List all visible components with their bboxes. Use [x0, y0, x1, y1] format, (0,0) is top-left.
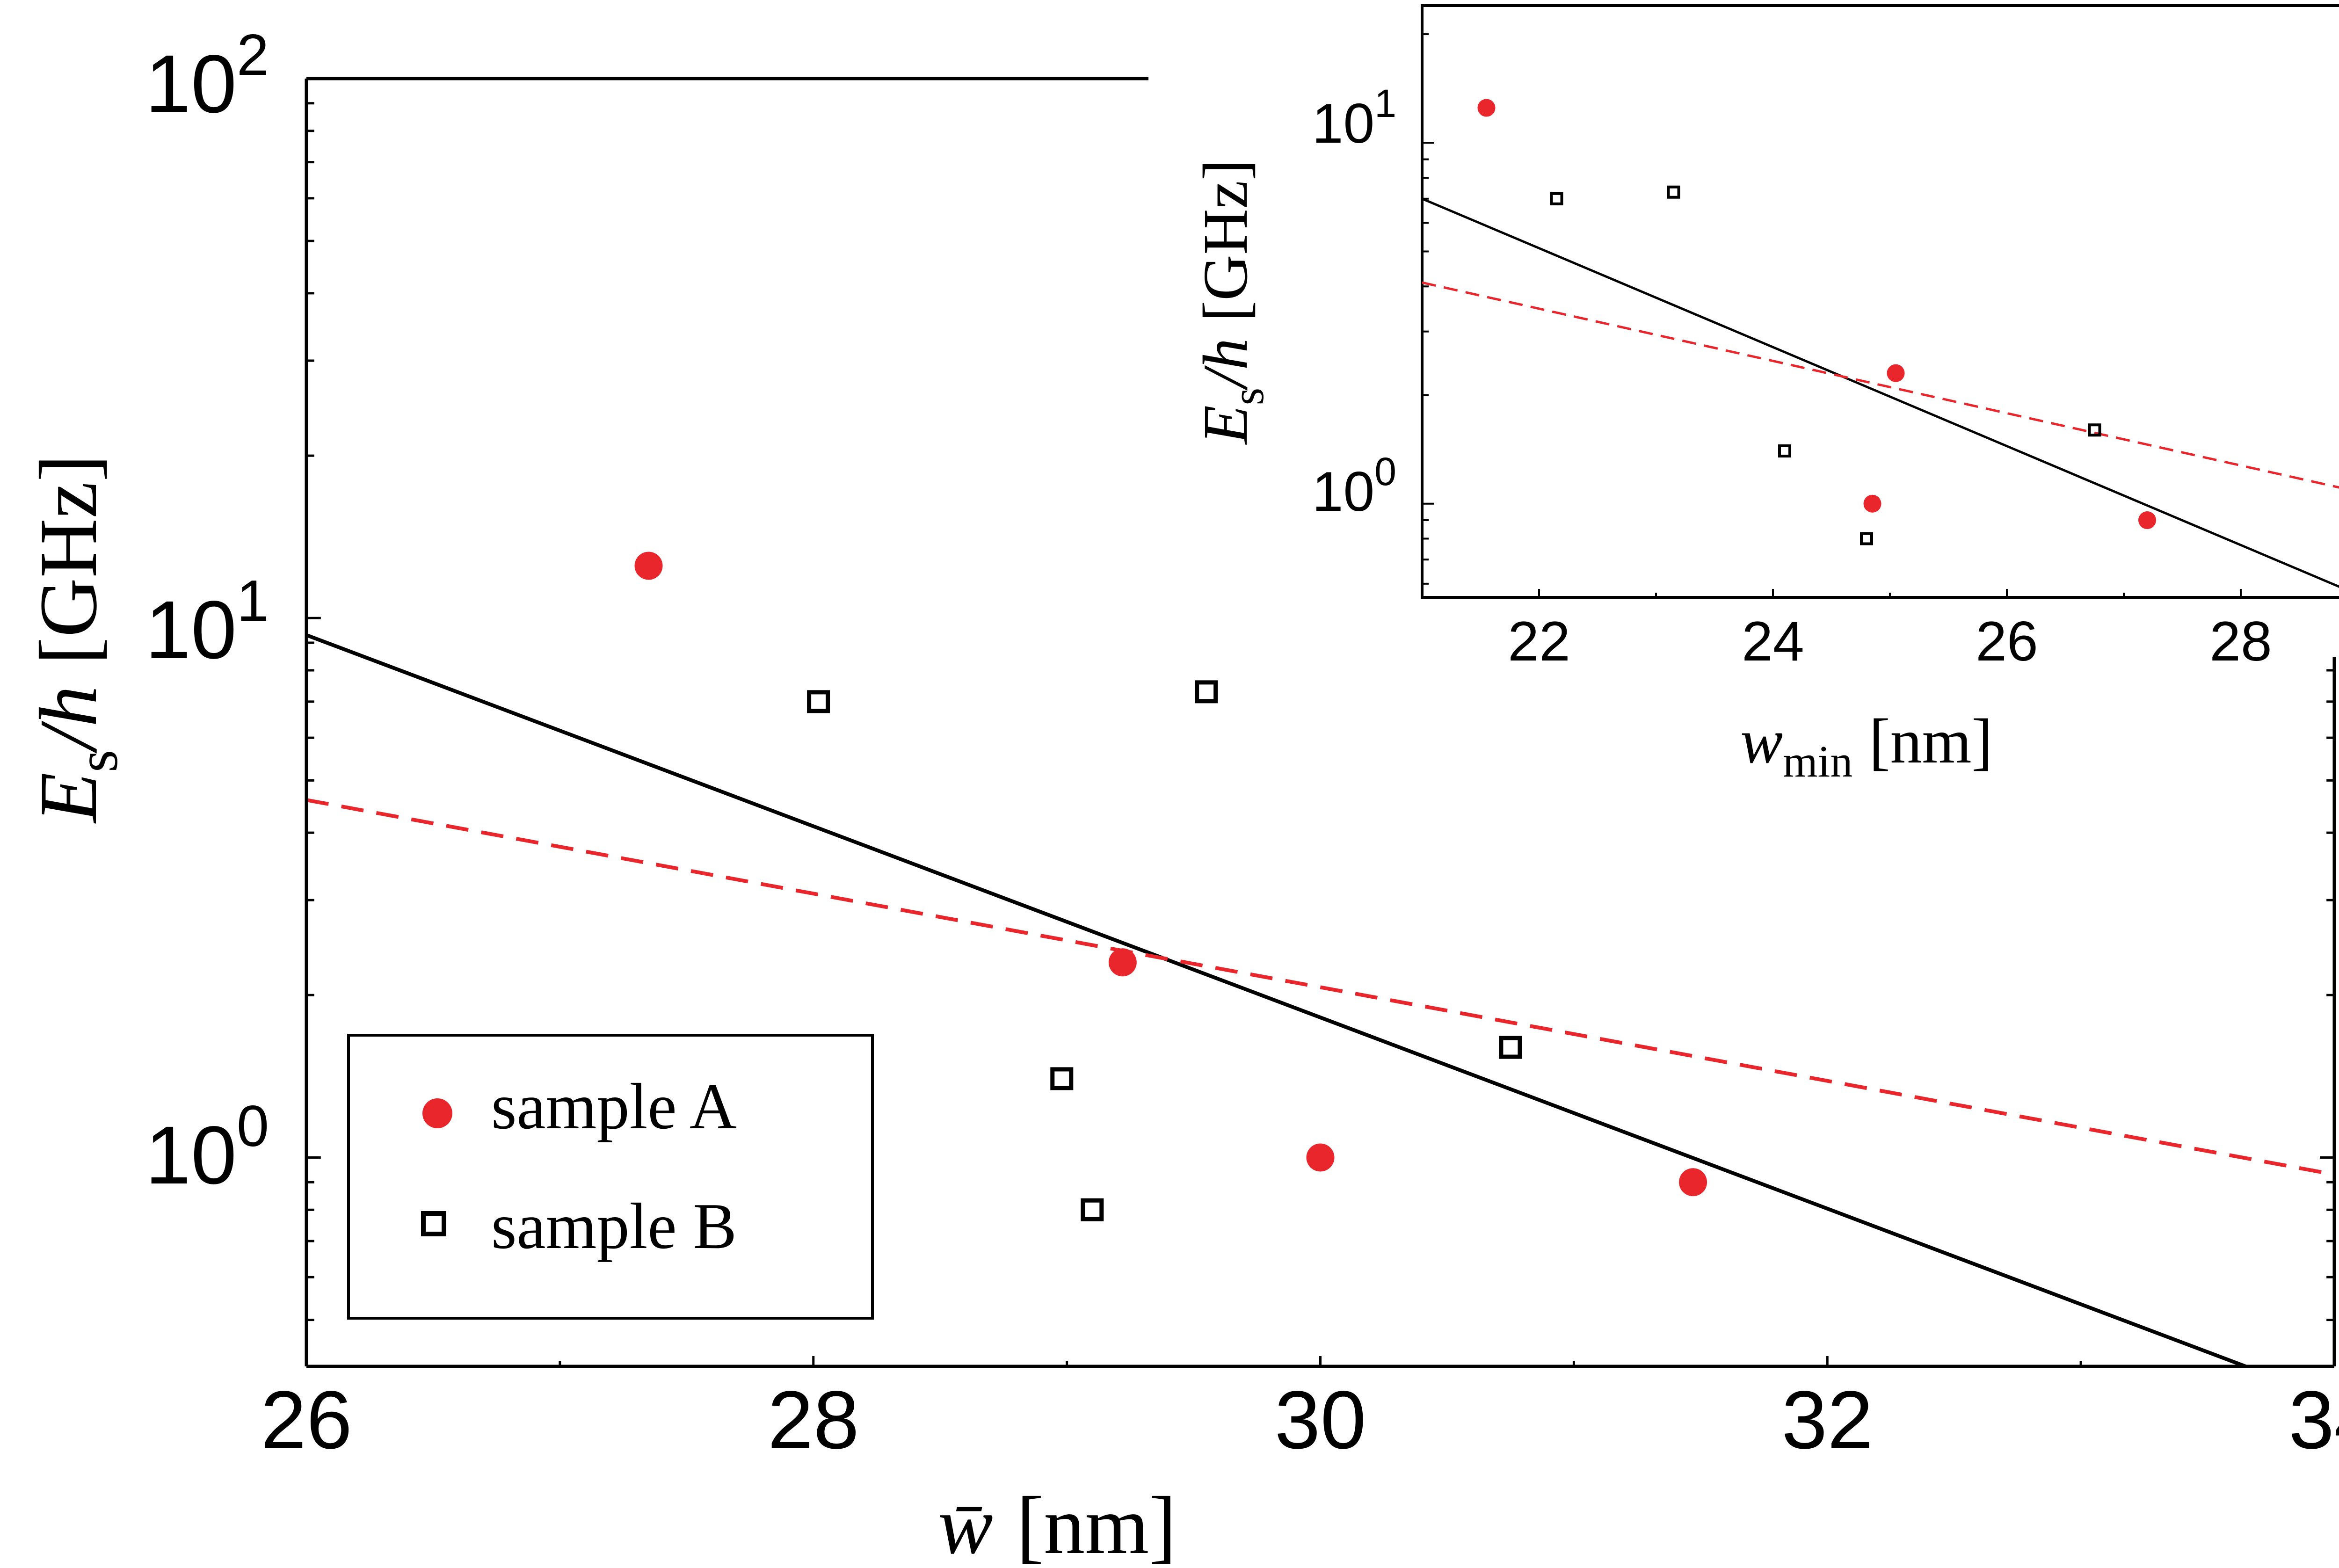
inset-point-sample-b-2 — [1860, 532, 1873, 545]
legend-box — [347, 1034, 874, 1320]
main-point-sample-b-4 — [1499, 1036, 1522, 1059]
main-point-sample-b-2 — [1081, 1198, 1104, 1221]
main-point-sample-a-1 — [1108, 948, 1137, 977]
main-y-tick-labels: 100 101 102 — [145, 23, 269, 1201]
main-x-tick-label-2: 30 — [1275, 1374, 1366, 1466]
main-data-points — [634, 552, 1707, 1221]
inset-point-sample-b-4 — [2088, 423, 2101, 437]
main-x-tick-label-4: 34 — [2288, 1374, 2339, 1466]
main-point-sample-a-2 — [1306, 1143, 1335, 1172]
main-frame — [305, 77, 2336, 1368]
main-point-sample-b-0 — [807, 690, 830, 713]
main-x-tick-label-0: 26 — [261, 1374, 352, 1466]
inset-y-tick-label-0: 100 — [1312, 450, 1396, 523]
main-x-tick-label-1: 28 — [768, 1374, 859, 1466]
inset-x-tick-label-0: 22 — [1508, 610, 1570, 673]
main-point-sample-a-0 — [634, 552, 663, 580]
main-y-axis-label: Es/h[GHz] — [23, 454, 130, 824]
inset-data-points — [1477, 99, 2156, 545]
legend-label-sample-a: sample A — [491, 1070, 737, 1143]
inset-x-tick-label-1: 24 — [1742, 610, 1804, 673]
main-fit-lines — [306, 633, 2334, 1366]
inset-point-sample-a-0 — [1477, 99, 1496, 117]
inset-point-sample-b-0 — [1550, 192, 1563, 205]
inset-x-tick-label-2: 26 — [1976, 610, 2038, 673]
main-y-tick-label-2: 102 — [145, 23, 269, 130]
main-x-tick-labels: 26 28 30 32 34 — [261, 1374, 2339, 1466]
inset-x-axis-label: wmin [nm] — [1740, 706, 1992, 786]
main-dashed-fit-line — [306, 798, 2334, 1176]
inset-dashed-fit-line — [1422, 281, 2339, 489]
legend-marker-sample-a — [422, 1098, 452, 1128]
inset-plot-area — [1421, 4, 2339, 599]
inset-y-axis-label: Es/h[GHz] — [1191, 160, 1273, 445]
main-y-tick-label-1: 101 — [145, 569, 269, 676]
inset-fit-lines — [1422, 197, 2339, 588]
inset-solid-fit-line — [1422, 197, 2339, 588]
main-point-sample-a-3 — [1679, 1168, 1707, 1197]
inset-y-tick-labels: 100 101 — [1312, 81, 1396, 523]
main-point-sample-b-1 — [1050, 1067, 1074, 1090]
legend-label-sample-b: sample B — [491, 1190, 737, 1263]
inset-axis-ticks — [1421, 33, 2242, 597]
main-point-sample-b-3 — [1195, 680, 1218, 704]
legend-marker-sample-b — [421, 1211, 446, 1236]
inset-x-tick-label-3: 28 — [2209, 610, 2272, 673]
main-y-tick-label-0: 100 — [145, 1094, 269, 1201]
inset-point-sample-a-1 — [1887, 364, 1905, 382]
main-x-axis-label: w̄ [nm] — [938, 1480, 1177, 1568]
main-x-tick-label-3: 32 — [1781, 1374, 1873, 1466]
inset-point-sample-a-3 — [2138, 511, 2156, 530]
inset-point-sample-b-1 — [1778, 444, 1791, 457]
inset-point-sample-a-2 — [1863, 494, 1881, 513]
inset-x-tick-labels: 22 24 26 28 — [1508, 610, 2272, 673]
legend: sample A sample B — [347, 1034, 874, 1320]
inset-point-sample-b-3 — [1667, 185, 1680, 199]
main-solid-fit-line — [306, 633, 2246, 1366]
inset-y-tick-label-1: 101 — [1312, 81, 1396, 155]
inset-chart: 22 24 26 28 100 101 wmin [nm] Es/h[GHz] — [1191, 4, 2339, 786]
